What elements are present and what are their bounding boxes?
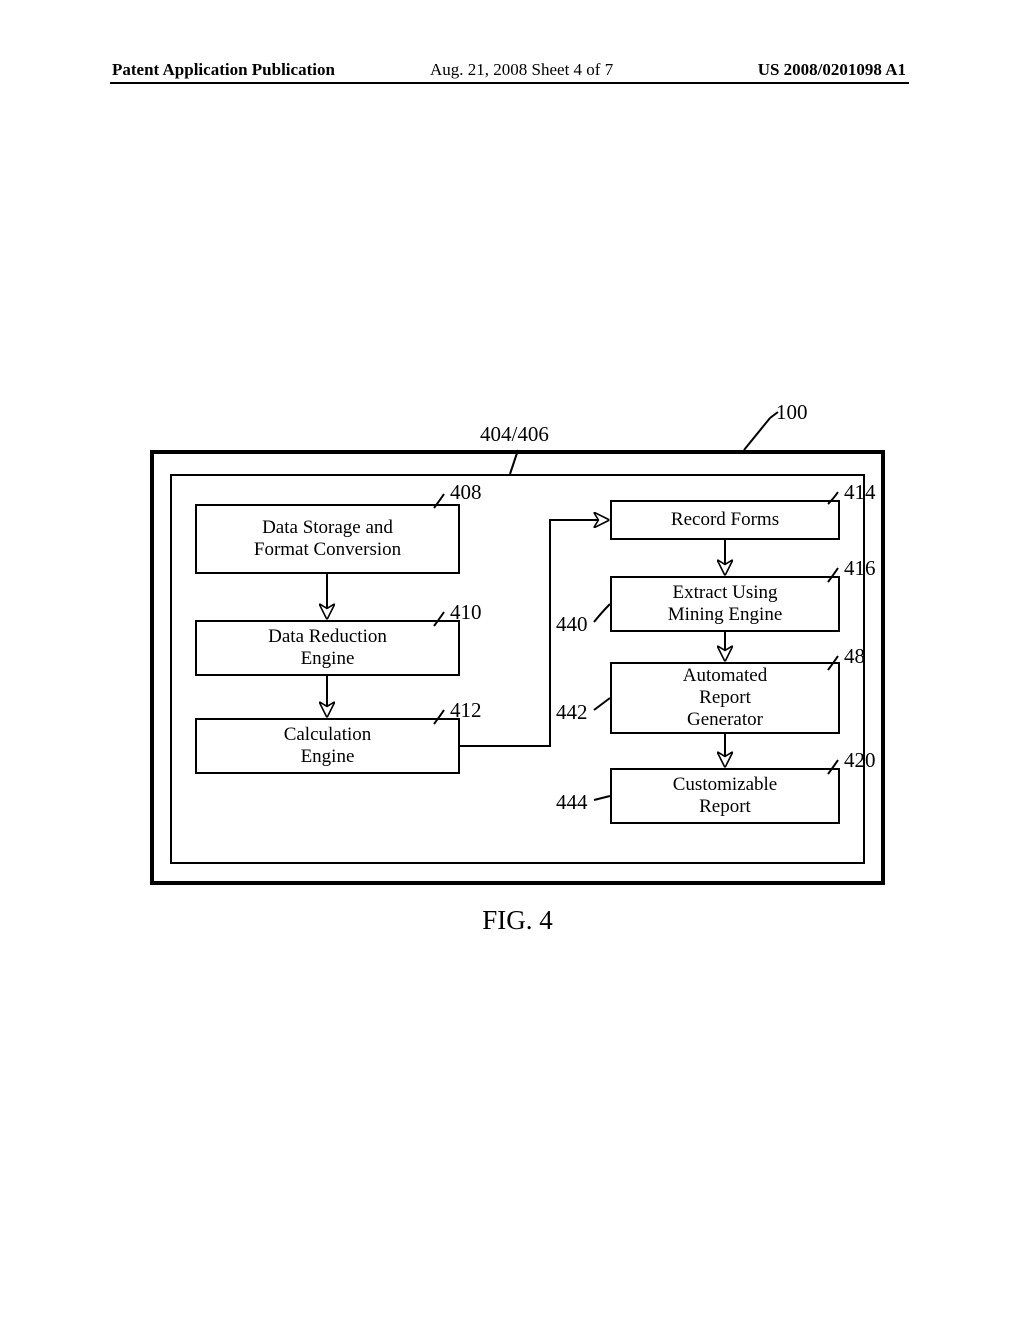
ref-label: 442 (556, 700, 588, 725)
ref-label: 408 (450, 480, 482, 505)
ref-label: 48 (844, 644, 865, 669)
node-data-storage: Data Storage andFormat Conversion (195, 504, 460, 574)
ref-label: 440 (556, 612, 588, 637)
ref-label: 420 (844, 748, 876, 773)
ref-label: 412 (450, 698, 482, 723)
node-label: Data Storage andFormat Conversion (254, 517, 401, 561)
figure-4-diagram: 100 404/406 Data Storage andFormat Conve… (150, 400, 885, 970)
node-label: AutomatedReportGenerator (683, 665, 767, 731)
node-label: CalculationEngine (284, 724, 372, 768)
ref-label: 410 (450, 600, 482, 625)
node-record-forms: Record Forms (610, 500, 840, 540)
node-automated-report: AutomatedReportGenerator (610, 662, 840, 734)
header-publication: Patent Application Publication (112, 60, 335, 80)
node-label: CustomizableReport (673, 774, 777, 818)
node-extract-mining: Extract UsingMining Engine (610, 576, 840, 632)
node-label: Data ReductionEngine (268, 626, 387, 670)
node-data-reduction: Data ReductionEngine (195, 620, 460, 676)
ref-label-100: 100 (776, 400, 808, 425)
ref-label-404-406: 404/406 (480, 422, 549, 447)
figure-caption: FIG. 4 (150, 905, 885, 936)
ref-label: 414 (844, 480, 876, 505)
page: Patent Application Publication Aug. 21, … (0, 0, 1024, 1320)
header-date-sheet: Aug. 21, 2008 Sheet 4 of 7 (430, 60, 613, 80)
node-label: Record Forms (671, 509, 779, 531)
ref-label: 416 (844, 556, 876, 581)
node-calculation-engine: CalculationEngine (195, 718, 460, 774)
ref-label: 444 (556, 790, 588, 815)
page-header: Patent Application Publication Aug. 21, … (0, 82, 1024, 110)
node-customizable-report: CustomizableReport (610, 768, 840, 824)
header-rule (110, 82, 909, 84)
node-label: Extract UsingMining Engine (668, 582, 783, 626)
header-patent-number: US 2008/0201098 A1 (758, 60, 906, 80)
